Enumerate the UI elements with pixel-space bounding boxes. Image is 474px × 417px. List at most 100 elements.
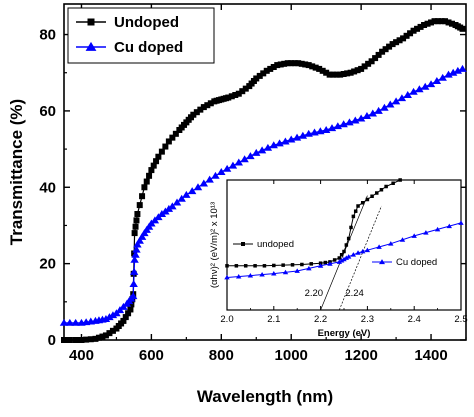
inset-data-point [398,178,402,182]
inset-data-point [290,263,295,267]
inset-data-point [349,225,353,230]
y-axis-label: Transmittance (%) [7,99,26,245]
inset-x-tick-label: 2.0 [220,314,233,325]
data-point [426,80,436,88]
data-point [379,48,386,55]
data-point [193,109,200,116]
data-point [162,143,169,150]
data-point [375,51,382,58]
data-point [277,61,284,68]
data-point [242,85,249,92]
data-point [407,30,414,37]
inset-data-point [343,255,350,260]
inset-x-axis-label: Energy (eV) [318,328,371,339]
data-point [222,164,232,172]
inset-data-point [360,248,366,254]
inset-data-point [376,244,382,249]
data-point [211,171,220,179]
inset-data-point [282,269,289,275]
data-point [305,62,312,69]
data-point [333,71,340,78]
data-point [239,88,246,95]
data-point [246,152,255,160]
inset-data-point [294,268,300,273]
inset-data-point [423,230,429,235]
inset-data-point [338,258,345,263]
data-point [424,20,431,27]
inset-legend-marker [379,259,385,265]
inset-data-point [271,271,277,276]
data-point [169,134,176,141]
y-tick-label: 40 [39,179,56,196]
data-point [291,60,298,67]
data-point [228,93,235,100]
inset-data-point [350,252,357,257]
data-point [356,114,366,122]
inset-data-point [306,265,312,271]
inset-data-point [370,194,374,198]
inset-legend-marker [241,242,245,246]
inset-legend-cu-doped: Cu doped [372,257,437,268]
x-axis-label: Wavelength (nm) [197,387,333,406]
inset-frame [226,179,462,311]
inset-plot: 2.0 2.1 2.2 2.3 2.4 2.5 Energy (eV) (αhν)² (eV/… [209,178,468,339]
inset-data-point [434,226,441,232]
data-point [312,64,319,71]
data-point [131,230,138,237]
data-point [139,193,146,200]
data-point [120,317,127,324]
inset-x-tick-label: 2.3 [361,314,374,325]
inset-data-point [351,214,356,219]
data-point [141,184,148,191]
data-point [403,32,410,39]
data-point [267,65,274,72]
data-point [445,19,452,26]
inset-legend-label: Cu doped [396,257,437,268]
data-point [275,139,284,147]
data-point [438,73,447,81]
data-point [95,334,102,341]
data-point [127,306,134,313]
y-tick-label: 20 [39,256,56,273]
data-point [199,179,209,187]
data-point [339,120,348,128]
data-point [389,41,396,48]
inset-data-point [272,263,276,268]
data-point [125,310,132,317]
data-point [380,103,389,111]
data-point [165,138,172,145]
data-point [66,337,73,343]
inset-data-point [341,256,347,262]
inset-x-tick-label: 2.2 [314,314,327,325]
data-point [281,137,290,145]
data-point [197,106,204,113]
inset-data-point [225,264,229,268]
data-point [431,18,438,25]
legend-box [67,7,215,64]
data-point [414,25,421,32]
data-point [330,71,337,78]
data-point [347,69,354,76]
y-tick-label: 0 [48,332,56,349]
data-point [59,318,69,326]
inset-data-point [355,250,361,255]
data-point [252,148,261,156]
inset-data-point [356,204,360,208]
data-point [351,68,358,75]
data-point [340,71,347,77]
data-point [415,85,424,93]
data-point [256,72,263,79]
data-point [458,64,467,72]
legend-label: Cu doped [114,39,183,56]
inset-data-point [247,272,254,278]
data-point [442,18,449,25]
inset-data-point [344,243,349,247]
data-point [257,146,267,154]
inset-data-point [411,233,417,238]
data-point [109,327,116,334]
inset-data-point [365,197,370,202]
data-point [382,46,389,53]
data-point [288,60,295,67]
data-point [323,69,330,76]
